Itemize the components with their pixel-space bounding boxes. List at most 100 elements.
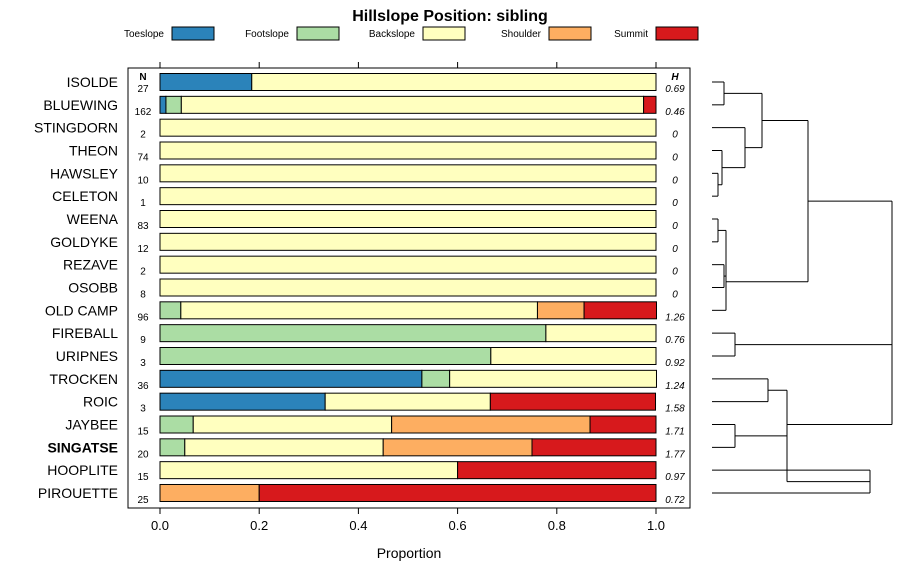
bar-row: ISOLDE 27 0.69 bbox=[67, 73, 685, 95]
bar-row: GOLDYKE 12 0 bbox=[50, 232, 678, 255]
bar-segment-footslope bbox=[159, 415, 194, 434]
legend-label-toeslope: Toeslope bbox=[124, 29, 164, 40]
row-label: THEON bbox=[69, 142, 118, 158]
legend-label-backslope: Backslope bbox=[369, 29, 416, 40]
row-n-count: 96 bbox=[137, 312, 149, 323]
row-n-count: 2 bbox=[140, 267, 146, 278]
bar-segment-summit bbox=[583, 301, 658, 320]
row-h-value: 1.26 bbox=[665, 312, 685, 323]
bar-segment-backslope bbox=[324, 392, 491, 411]
row-h-value: 0.92 bbox=[665, 358, 685, 369]
row-label: CELETON bbox=[52, 188, 118, 204]
bar-segment-backslope bbox=[192, 415, 393, 434]
bar-row: ROIC 3 1.58 bbox=[83, 392, 685, 415]
row-n-count: 2 bbox=[140, 130, 146, 141]
bar-segment-backslope bbox=[449, 369, 657, 388]
dendrogram bbox=[712, 81, 893, 494]
x-tick-label: 0.8 bbox=[548, 518, 566, 533]
row-h-value: 1.24 bbox=[665, 381, 685, 392]
bar-row: OSOBB 8 0 bbox=[68, 278, 678, 300]
row-label: PIROUETTE bbox=[38, 485, 118, 501]
bar-segment-backslope bbox=[180, 95, 645, 114]
row-label: HAWSLEY bbox=[50, 165, 119, 181]
row-label: WEENA bbox=[67, 211, 119, 227]
row-n-count: 25 bbox=[137, 495, 149, 506]
chart-title: Hillslope Position: sibling bbox=[352, 8, 548, 25]
h-header: H bbox=[671, 72, 679, 83]
bar-row: THEON 74 0 bbox=[69, 141, 678, 163]
plot-frame bbox=[127, 67, 691, 509]
legend-label-shoulder: Shoulder bbox=[501, 29, 542, 40]
row-n-count: 3 bbox=[140, 404, 146, 415]
row-n-count: 162 bbox=[135, 107, 152, 118]
x-tick-label: 1.0 bbox=[647, 518, 665, 533]
legend-label-summit: Summit bbox=[614, 29, 648, 40]
bar-segment-backslope bbox=[545, 324, 657, 343]
bar-segment-backslope bbox=[184, 438, 384, 457]
bar-row: HAWSLEY 10 0 bbox=[50, 164, 678, 186]
row-h-value: 0 bbox=[672, 198, 678, 209]
bar-row: REZAVE 2 0 bbox=[63, 255, 678, 278]
bar-row: HOOPLITE 15 0.97 bbox=[47, 461, 685, 483]
n-header: N bbox=[139, 72, 146, 83]
bar-segment-toeslope bbox=[159, 73, 253, 91]
row-h-value: 0 bbox=[672, 152, 678, 163]
legend: Toeslope Footslope Backslope Shoulder Summit bbox=[124, 26, 699, 41]
bar-segment-shoulder bbox=[391, 415, 591, 434]
row-label: FIREBALL bbox=[52, 325, 118, 341]
bar-segment-footslope bbox=[159, 301, 182, 320]
row-label: STINGDORN bbox=[34, 120, 118, 136]
x-axis: 0.0 0.2 0.4 0.6 0.8 1.0 bbox=[151, 62, 665, 533]
legend-swatch-shoulder bbox=[548, 26, 592, 41]
row-n-count: 83 bbox=[137, 221, 149, 232]
row-h-value: 0.97 bbox=[665, 472, 685, 483]
row-n-count: 36 bbox=[137, 381, 149, 392]
bar-segment-backslope bbox=[251, 73, 657, 91]
x-tick-label: 0.0 bbox=[151, 518, 169, 533]
bar-segment-backslope bbox=[159, 232, 657, 251]
row-n-count: 8 bbox=[140, 289, 146, 300]
row-label: SINGATSE bbox=[47, 439, 118, 455]
row-h-value: 0 bbox=[672, 289, 678, 300]
bar-segment-backslope bbox=[159, 118, 657, 137]
row-h-value: 1.58 bbox=[665, 404, 685, 415]
x-axis-title: Proportion bbox=[377, 545, 442, 561]
row-label: HOOPLITE bbox=[47, 462, 118, 478]
legend-swatch-summit bbox=[655, 26, 699, 41]
bar-segment-footslope bbox=[159, 324, 547, 343]
bar-segment-summit bbox=[457, 461, 657, 480]
row-h-value: 0.76 bbox=[665, 335, 685, 346]
legend-swatch-footslope bbox=[296, 26, 340, 41]
row-n-count: 12 bbox=[137, 244, 149, 255]
bar-segment-footslope bbox=[421, 369, 451, 388]
legend-label-footslope: Footslope bbox=[245, 29, 289, 40]
bar-segment-summit bbox=[589, 415, 657, 434]
bar-segment-shoulder bbox=[382, 438, 533, 457]
row-h-value: 0 bbox=[672, 175, 678, 186]
bar-segment-backslope bbox=[159, 164, 657, 183]
row-label: URIPNES bbox=[56, 348, 118, 364]
bar-row: BLUEWING 162 0.46 bbox=[43, 95, 685, 118]
row-h-value: 0 bbox=[672, 244, 678, 255]
bar-segment-footslope bbox=[159, 347, 492, 365]
bar-segment-footslope bbox=[159, 438, 186, 457]
row-label: OSOBB bbox=[68, 279, 118, 295]
row-h-value: 0 bbox=[672, 130, 678, 141]
row-n-count: 74 bbox=[137, 152, 149, 163]
row-label: BLUEWING bbox=[43, 97, 118, 113]
row-n-count: 15 bbox=[137, 426, 149, 437]
row-n-count: 27 bbox=[137, 84, 149, 95]
bar-segment-backslope bbox=[159, 141, 657, 160]
bar-segment-shoulder bbox=[159, 483, 260, 502]
bar-segment-backslope bbox=[490, 347, 657, 365]
row-h-value: 0.69 bbox=[665, 84, 685, 95]
bar-row: WEENA 83 0 bbox=[67, 210, 678, 232]
row-n-count: 9 bbox=[140, 335, 146, 346]
bar-segment-summit bbox=[489, 392, 657, 411]
row-n-count: 20 bbox=[137, 449, 149, 460]
row-label: REZAVE bbox=[63, 257, 118, 273]
row-h-value: 1.71 bbox=[665, 426, 684, 437]
bar-segment-backslope bbox=[159, 461, 459, 480]
